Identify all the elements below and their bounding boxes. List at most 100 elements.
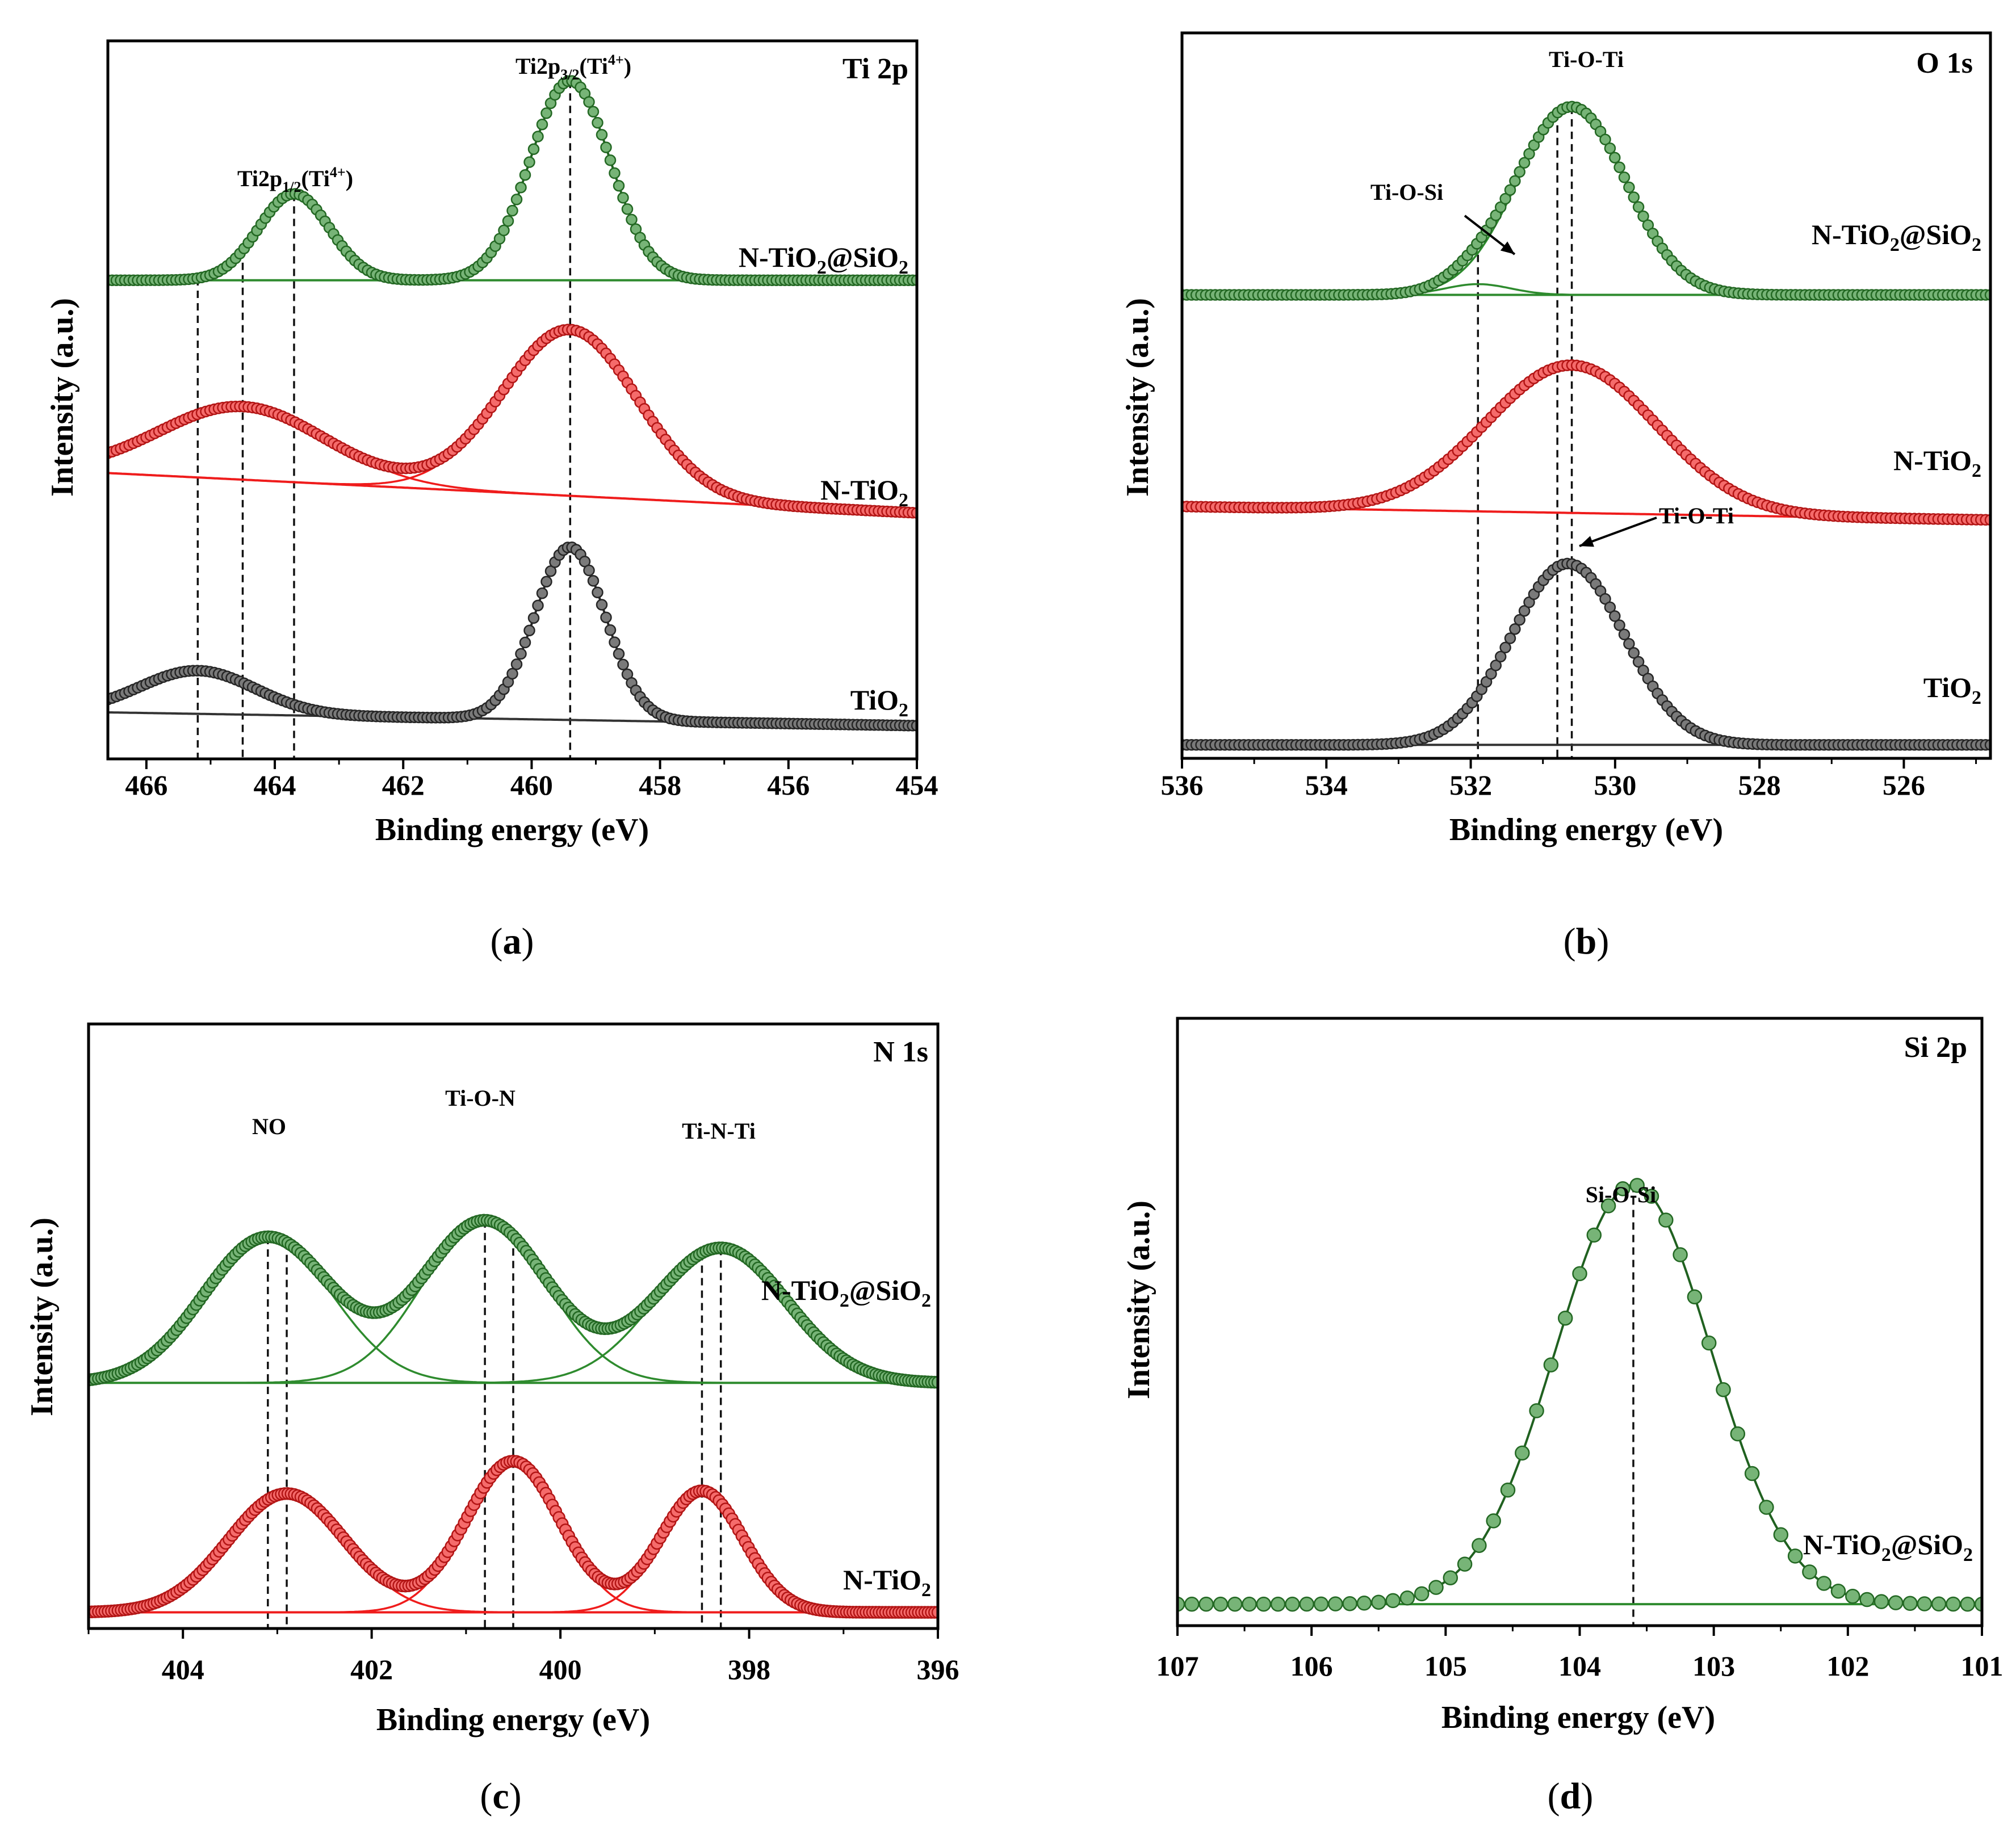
panel-a-series-2-point (600, 611, 612, 623)
panel-b-o1s: 536 534 532 530 528 526Ti-O-TiTi-O-SiTi-O-Ti … (1120, 31, 1992, 962)
panel-b-series-2-point (1514, 614, 1525, 626)
panel-a-series-2-point (519, 636, 531, 649)
panel-a-series-2-point (609, 636, 621, 648)
panel-a-series-0-point (626, 213, 638, 226)
panel-a-ti2p: 466 464 462 460 458 456 454 Ti 2p Binding ener… (45, 39, 938, 962)
panel-a-label: (a) (491, 921, 534, 962)
panel-a-series-0-point (527, 143, 540, 156)
panel-d-series-0-point (1773, 1527, 1789, 1543)
panel-b-series-1-component-0 (1182, 364, 1990, 521)
panel-a-series-0-point (604, 154, 617, 166)
panel-c-series-label-0: N-TiO2@SiO2 (761, 1274, 931, 1311)
panel-a-series-2-point (506, 668, 518, 680)
panel-b-series-0-point (1623, 181, 1635, 194)
panel-b-annotation-1: Ti-O-Si (1370, 179, 1443, 205)
panel-a-annotation-0: Ti2p1/2(Ti4+) (237, 164, 353, 195)
panel-a-xtick-label-6: 454 (896, 769, 938, 801)
panel-a-series-0-point (596, 129, 608, 141)
panel-a-series-2-point (527, 612, 540, 624)
panel-a-title: Ti 2p (843, 53, 908, 85)
panel-d-series-0-point (1529, 1403, 1544, 1418)
panel-d-xtick-label-2: 105 (1424, 1650, 1467, 1682)
panel-b-xtick-label-0: 536 (1161, 769, 1204, 801)
panel-d-xtick-label-3: 104 (1558, 1650, 1601, 1682)
panel-d-series-0-point (1256, 1596, 1272, 1612)
panel-a-series-2-point (515, 648, 527, 660)
panel-d-series-0-point (1213, 1596, 1229, 1612)
panel-a-xtick-label-5: 456 (767, 769, 810, 801)
panel-d-series-0-point (1342, 1596, 1357, 1611)
panel-d-series-0-point (1242, 1596, 1257, 1612)
panel-d-series-0-point (1960, 1596, 1975, 1612)
panel-b-series-label-2: TiO2 (1923, 671, 1981, 708)
panel-d-series-0-point (1371, 1594, 1386, 1610)
panel-d-series-0-point (1198, 1596, 1214, 1612)
panel-d-series-0-point (1457, 1556, 1473, 1572)
panel-b-series-2-point (1499, 641, 1511, 654)
panel-b-series-0-point (1613, 161, 1625, 174)
panel-a-series-1-component-0 (108, 405, 917, 514)
panel-a-xtick-label-3: 460 (510, 769, 553, 801)
panel-c-annotation-0: NO (252, 1114, 286, 1139)
panel-b-series-0-point (1599, 133, 1611, 146)
panel-d-series-0-point (1184, 1596, 1200, 1612)
panel-d-series-0-point (1658, 1212, 1674, 1228)
panel-b-series-2-point (1628, 647, 1640, 659)
panel-d-series-0-point (1328, 1596, 1343, 1611)
panel-b-ylabel: Intensity (a.u.) (1120, 298, 1155, 497)
panel-d-series-0-point (1917, 1596, 1933, 1611)
panel-b-frame (1180, 31, 1992, 760)
panel-a-series-0-point (519, 169, 531, 181)
panel-d-series-0-point (1399, 1590, 1415, 1606)
panel-b-series-2-point (1613, 619, 1625, 631)
panel-a-xlabel: Binding energy (eV) (375, 812, 649, 847)
panel-d-series-0-point (1285, 1596, 1300, 1612)
panel-a-series-2-point (536, 587, 548, 599)
panel-a-series-label-1: N-TiO2 (820, 474, 908, 511)
panel-a-annotation-1: Ti2p3/2(Ti4+) (515, 52, 631, 83)
panel-a-series-2-point (510, 658, 523, 670)
panel-a-series-0-point (506, 204, 518, 217)
panel-a-series-2-point (613, 648, 625, 660)
panel-d-series-0-point (1816, 1576, 1831, 1591)
panel-a-series-0-point (609, 167, 621, 179)
panel-b-series-0-point (1523, 148, 1535, 160)
panel-d-series-0-point (1572, 1266, 1587, 1282)
panel-a-series-2-point (604, 624, 617, 636)
panel-b-series-0-point (1618, 171, 1631, 183)
panel-d-series-0-point (1730, 1426, 1746, 1442)
panel-b-series-0-point (1632, 201, 1645, 213)
panel-a-series-0-point (532, 131, 544, 142)
panel-a-xtick-label-2: 462 (382, 769, 425, 801)
panel-d-series-0-point (1356, 1596, 1372, 1611)
panel-b-arrowhead-1 (1579, 536, 1594, 547)
panel-b-annotation-2: Ti-O-Ti (1659, 503, 1734, 528)
panel-a-xtick-label-4: 458 (639, 769, 681, 801)
panel-b-series-2-point (1490, 660, 1502, 671)
panel-d-series-0-point (1486, 1513, 1501, 1529)
panel-b-arrow-1 (1579, 517, 1657, 547)
panel-d-series-0-point (1874, 1594, 1889, 1609)
panel-b-series-0-point (1637, 210, 1649, 223)
panel-b-series-2-point (1609, 610, 1621, 622)
panel-a-series-1-component-1 (108, 328, 917, 514)
panel-a-series-2-fit (108, 546, 917, 727)
panel-c-title: N 1s (873, 1036, 928, 1068)
panel-a-series-2-point (587, 575, 600, 587)
panel-d-series-0-point (1845, 1589, 1860, 1604)
panel-c-xtick-label-4: 396 (917, 1653, 959, 1685)
panel-b-series-1-fit (1182, 364, 1990, 521)
panel-b-label: (b) (1564, 921, 1610, 962)
panel-c-plot-area: 404 402 400 398 396 NO Ti-O-N Ti-N-Ti (87, 1085, 959, 1685)
panel-a-series-2-component-1 (108, 546, 917, 727)
panel-a-series-0-point (617, 192, 629, 204)
panel-c-n1s: 404 402 400 398 396 NO Ti-O-N Ti-N-Ti N 1s Bind… (24, 1022, 959, 1817)
panel-d-ylabel: Intensity (a.u.) (1121, 1201, 1156, 1399)
panel-b-series-group (1182, 100, 1990, 758)
panel-b-series-2-component-0 (1182, 563, 1990, 746)
panel-d-series-0-point (1902, 1596, 1918, 1611)
panel-d-annotation-0: Si-O-Si (1586, 1182, 1656, 1207)
panel-b-series-2-point (1504, 632, 1516, 644)
panel-d-series-0-point (1859, 1592, 1875, 1607)
